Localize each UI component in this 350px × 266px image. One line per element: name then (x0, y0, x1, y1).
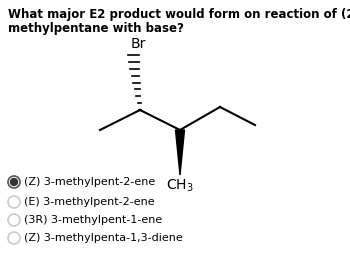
Text: (Z) 3-methylpent-2-ene: (Z) 3-methylpent-2-ene (24, 177, 155, 187)
Text: methylpentane with base?: methylpentane with base? (8, 22, 184, 35)
Circle shape (10, 178, 18, 185)
Text: CH$_3$: CH$_3$ (166, 178, 194, 194)
Text: (Z) 3-methylpenta-1,3-diene: (Z) 3-methylpenta-1,3-diene (24, 233, 183, 243)
Text: Br: Br (131, 37, 146, 51)
Polygon shape (175, 130, 184, 175)
Text: What major E2 product would form on reaction of (2S,3R) 2-bromo-3-: What major E2 product would form on reac… (8, 8, 350, 21)
Text: (3R) 3-methylpent-1-ene: (3R) 3-methylpent-1-ene (24, 215, 162, 225)
Text: (E) 3-methylpent-2-ene: (E) 3-methylpent-2-ene (24, 197, 155, 207)
